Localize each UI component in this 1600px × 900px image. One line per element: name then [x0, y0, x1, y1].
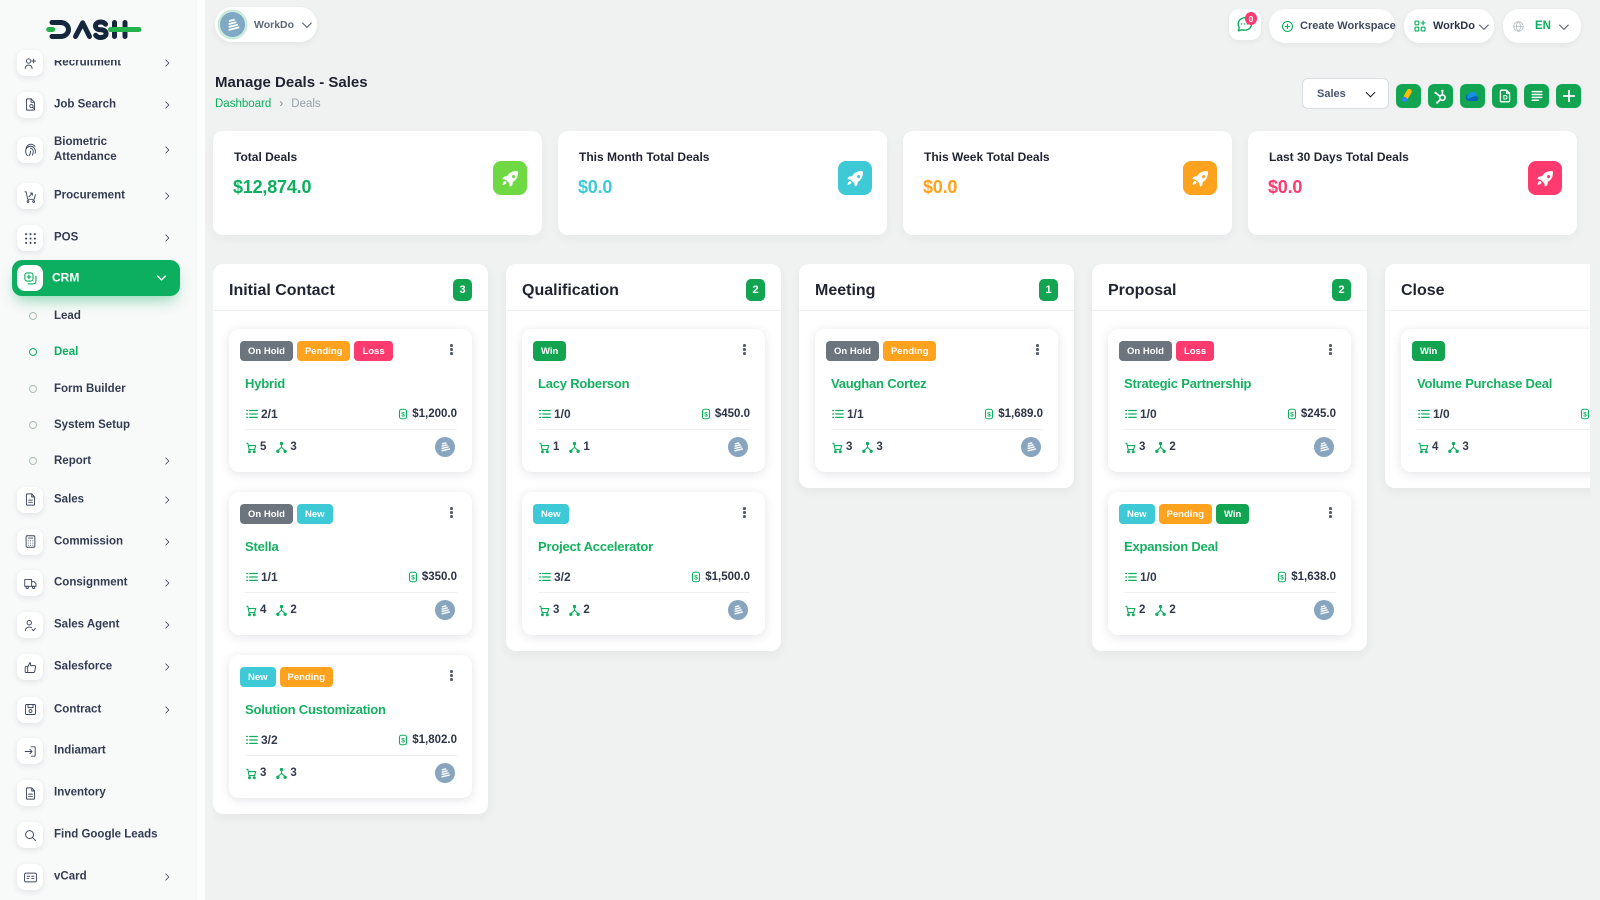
svg-text:$: $ [1583, 412, 1587, 419]
svg-text:$: $ [694, 575, 698, 582]
svg-text:$: $ [411, 575, 415, 582]
svg-text:$: $ [1290, 412, 1294, 419]
svg-text:$: $ [987, 412, 991, 419]
svg-text:$: $ [401, 412, 405, 419]
svg-text:$: $ [401, 738, 405, 745]
svg-text:$: $ [1280, 575, 1284, 582]
svg-text:$: $ [704, 412, 708, 419]
svg-text:D: D [1503, 94, 1508, 101]
